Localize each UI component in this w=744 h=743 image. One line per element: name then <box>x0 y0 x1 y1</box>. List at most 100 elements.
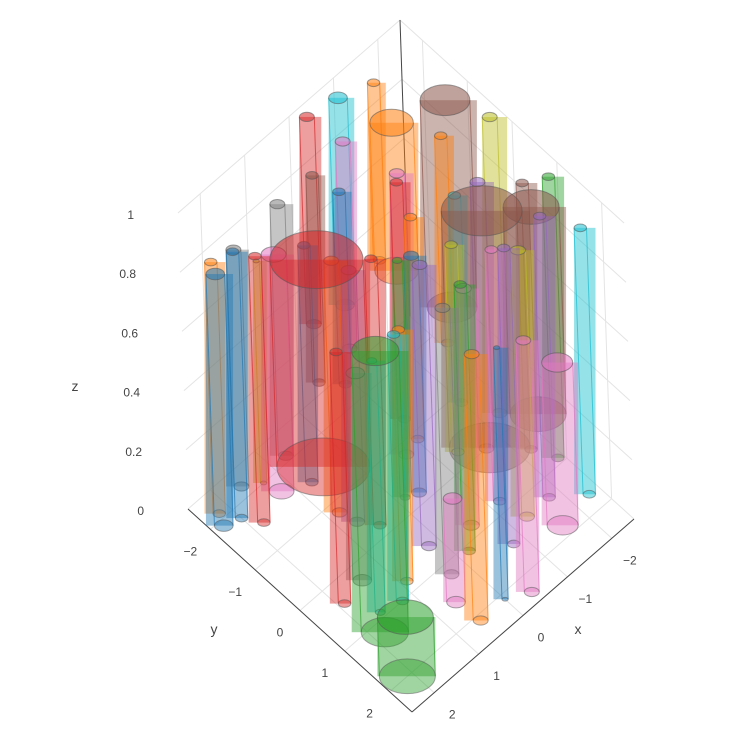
cylinder-edge <box>502 206 511 415</box>
cylinder-edge <box>386 334 397 601</box>
cylinder[interactable] <box>573 223 596 499</box>
cylinder-edge <box>417 255 427 493</box>
grid-line-z <box>183 197 407 391</box>
cylinder[interactable] <box>463 348 489 626</box>
cylinder-edge <box>205 274 215 526</box>
cylinder-bottom-cap <box>305 477 319 487</box>
cylinder-edge <box>345 373 354 581</box>
y-tick-label: 2 <box>366 707 373 721</box>
cylinder[interactable] <box>515 335 540 598</box>
cylinder-top-cap <box>463 348 480 360</box>
grid-line-y-wall <box>601 202 613 499</box>
cylinder-edge <box>391 329 402 582</box>
cylinder[interactable] <box>204 257 226 519</box>
cylinder[interactable] <box>205 267 234 532</box>
cylinder[interactable] <box>434 131 455 348</box>
grid-line-z <box>399 19 625 224</box>
cylinder-bottom-cap <box>378 658 436 695</box>
cylinder-body <box>366 360 386 613</box>
cylinder[interactable] <box>497 243 521 549</box>
cylinder-top-cap <box>345 366 366 380</box>
z-axis-line <box>399 19 411 317</box>
cylinder-top-cap <box>376 599 434 635</box>
cylinder[interactable] <box>323 255 348 518</box>
grid-line-z <box>179 78 403 273</box>
cylinder-edge <box>470 288 480 526</box>
cylinder-bottom-cap <box>352 573 373 587</box>
cylinder[interactable] <box>376 599 436 695</box>
x-tick-label: −2 <box>623 553 637 567</box>
cylinder-edge <box>419 100 428 308</box>
cylinder-bottom-cap <box>337 599 352 608</box>
cylinder-body <box>329 351 351 604</box>
cylinder-edge <box>499 347 509 600</box>
cylinder[interactable] <box>434 302 460 580</box>
cylinder-edge <box>497 248 509 545</box>
cylinder[interactable] <box>481 111 508 419</box>
cylinder-top-cap <box>388 168 405 179</box>
grid-line-x-wall <box>244 155 256 452</box>
cylinder-top-cap <box>366 78 381 88</box>
cylinder-body <box>261 254 294 492</box>
cylinder-top-cap <box>541 352 574 373</box>
cylinder-top-cap <box>434 302 451 314</box>
cylinder-edge <box>585 227 596 495</box>
cylinder-body <box>269 259 371 467</box>
z-tick-label: 0 <box>137 504 144 518</box>
cylinder[interactable] <box>492 345 509 602</box>
x-tick-label: 0 <box>538 631 545 645</box>
cylinder[interactable] <box>329 347 352 608</box>
cylinder-bottom-cap <box>213 519 234 532</box>
cylinder-top-cap <box>204 257 218 267</box>
cylinder-bottom-cap <box>462 546 476 556</box>
cylinder-series[interactable] <box>204 78 596 695</box>
cylinder[interactable] <box>541 172 565 463</box>
cylinder-body <box>248 256 271 523</box>
grid-line-z <box>405 197 631 401</box>
cylinder-top-cap <box>484 245 498 254</box>
grid-line-z <box>403 138 629 342</box>
cylinder-bottom-cap <box>446 595 466 609</box>
cylinder-body <box>323 260 348 513</box>
axis-lines <box>187 19 635 713</box>
cylinder-edge <box>376 617 380 677</box>
cylinder-top-cap <box>497 243 511 253</box>
cylinder-top-cap <box>492 345 501 351</box>
cylinder-bottom-cap <box>546 515 579 536</box>
cylinder-body <box>412 264 437 547</box>
cylinder-edge <box>541 362 548 526</box>
cylinder[interactable] <box>541 352 579 536</box>
cylinder[interactable] <box>442 492 466 609</box>
cylinder-body <box>387 334 409 601</box>
cylinder-edge <box>478 354 489 621</box>
cylinder-edge <box>364 258 375 526</box>
cylinder-bottom-cap <box>582 489 596 499</box>
cylinder[interactable] <box>454 282 480 531</box>
cylinder-body <box>464 354 489 621</box>
cylinder-edge <box>403 255 413 493</box>
z-tick-label: 0.2 <box>125 445 142 459</box>
cylinder[interactable] <box>225 247 249 523</box>
cylinder-edge <box>404 329 414 582</box>
cylinder-top-cap <box>411 259 428 271</box>
cylinder[interactable] <box>248 251 271 527</box>
cylinder-edge <box>366 82 374 261</box>
grid-line-z <box>407 256 633 461</box>
cylinder[interactable] <box>269 230 371 497</box>
cylinder-top-cap <box>298 111 315 123</box>
cylinder[interactable] <box>411 259 437 552</box>
cylinder[interactable] <box>403 250 427 498</box>
cylinder-edge <box>434 307 445 575</box>
cylinder-edge <box>426 264 437 547</box>
cylinder-top-cap <box>469 176 486 188</box>
grid-line-x-wall <box>377 39 389 336</box>
cylinder-edge <box>573 227 584 495</box>
cylinder-body <box>497 248 520 545</box>
cylinder-edge <box>240 249 250 487</box>
y-axis-line <box>187 508 413 713</box>
cylinder[interactable] <box>366 357 386 616</box>
cylinder[interactable] <box>386 330 410 606</box>
cylinder-edge <box>224 274 234 526</box>
cylinder-body <box>542 176 565 458</box>
